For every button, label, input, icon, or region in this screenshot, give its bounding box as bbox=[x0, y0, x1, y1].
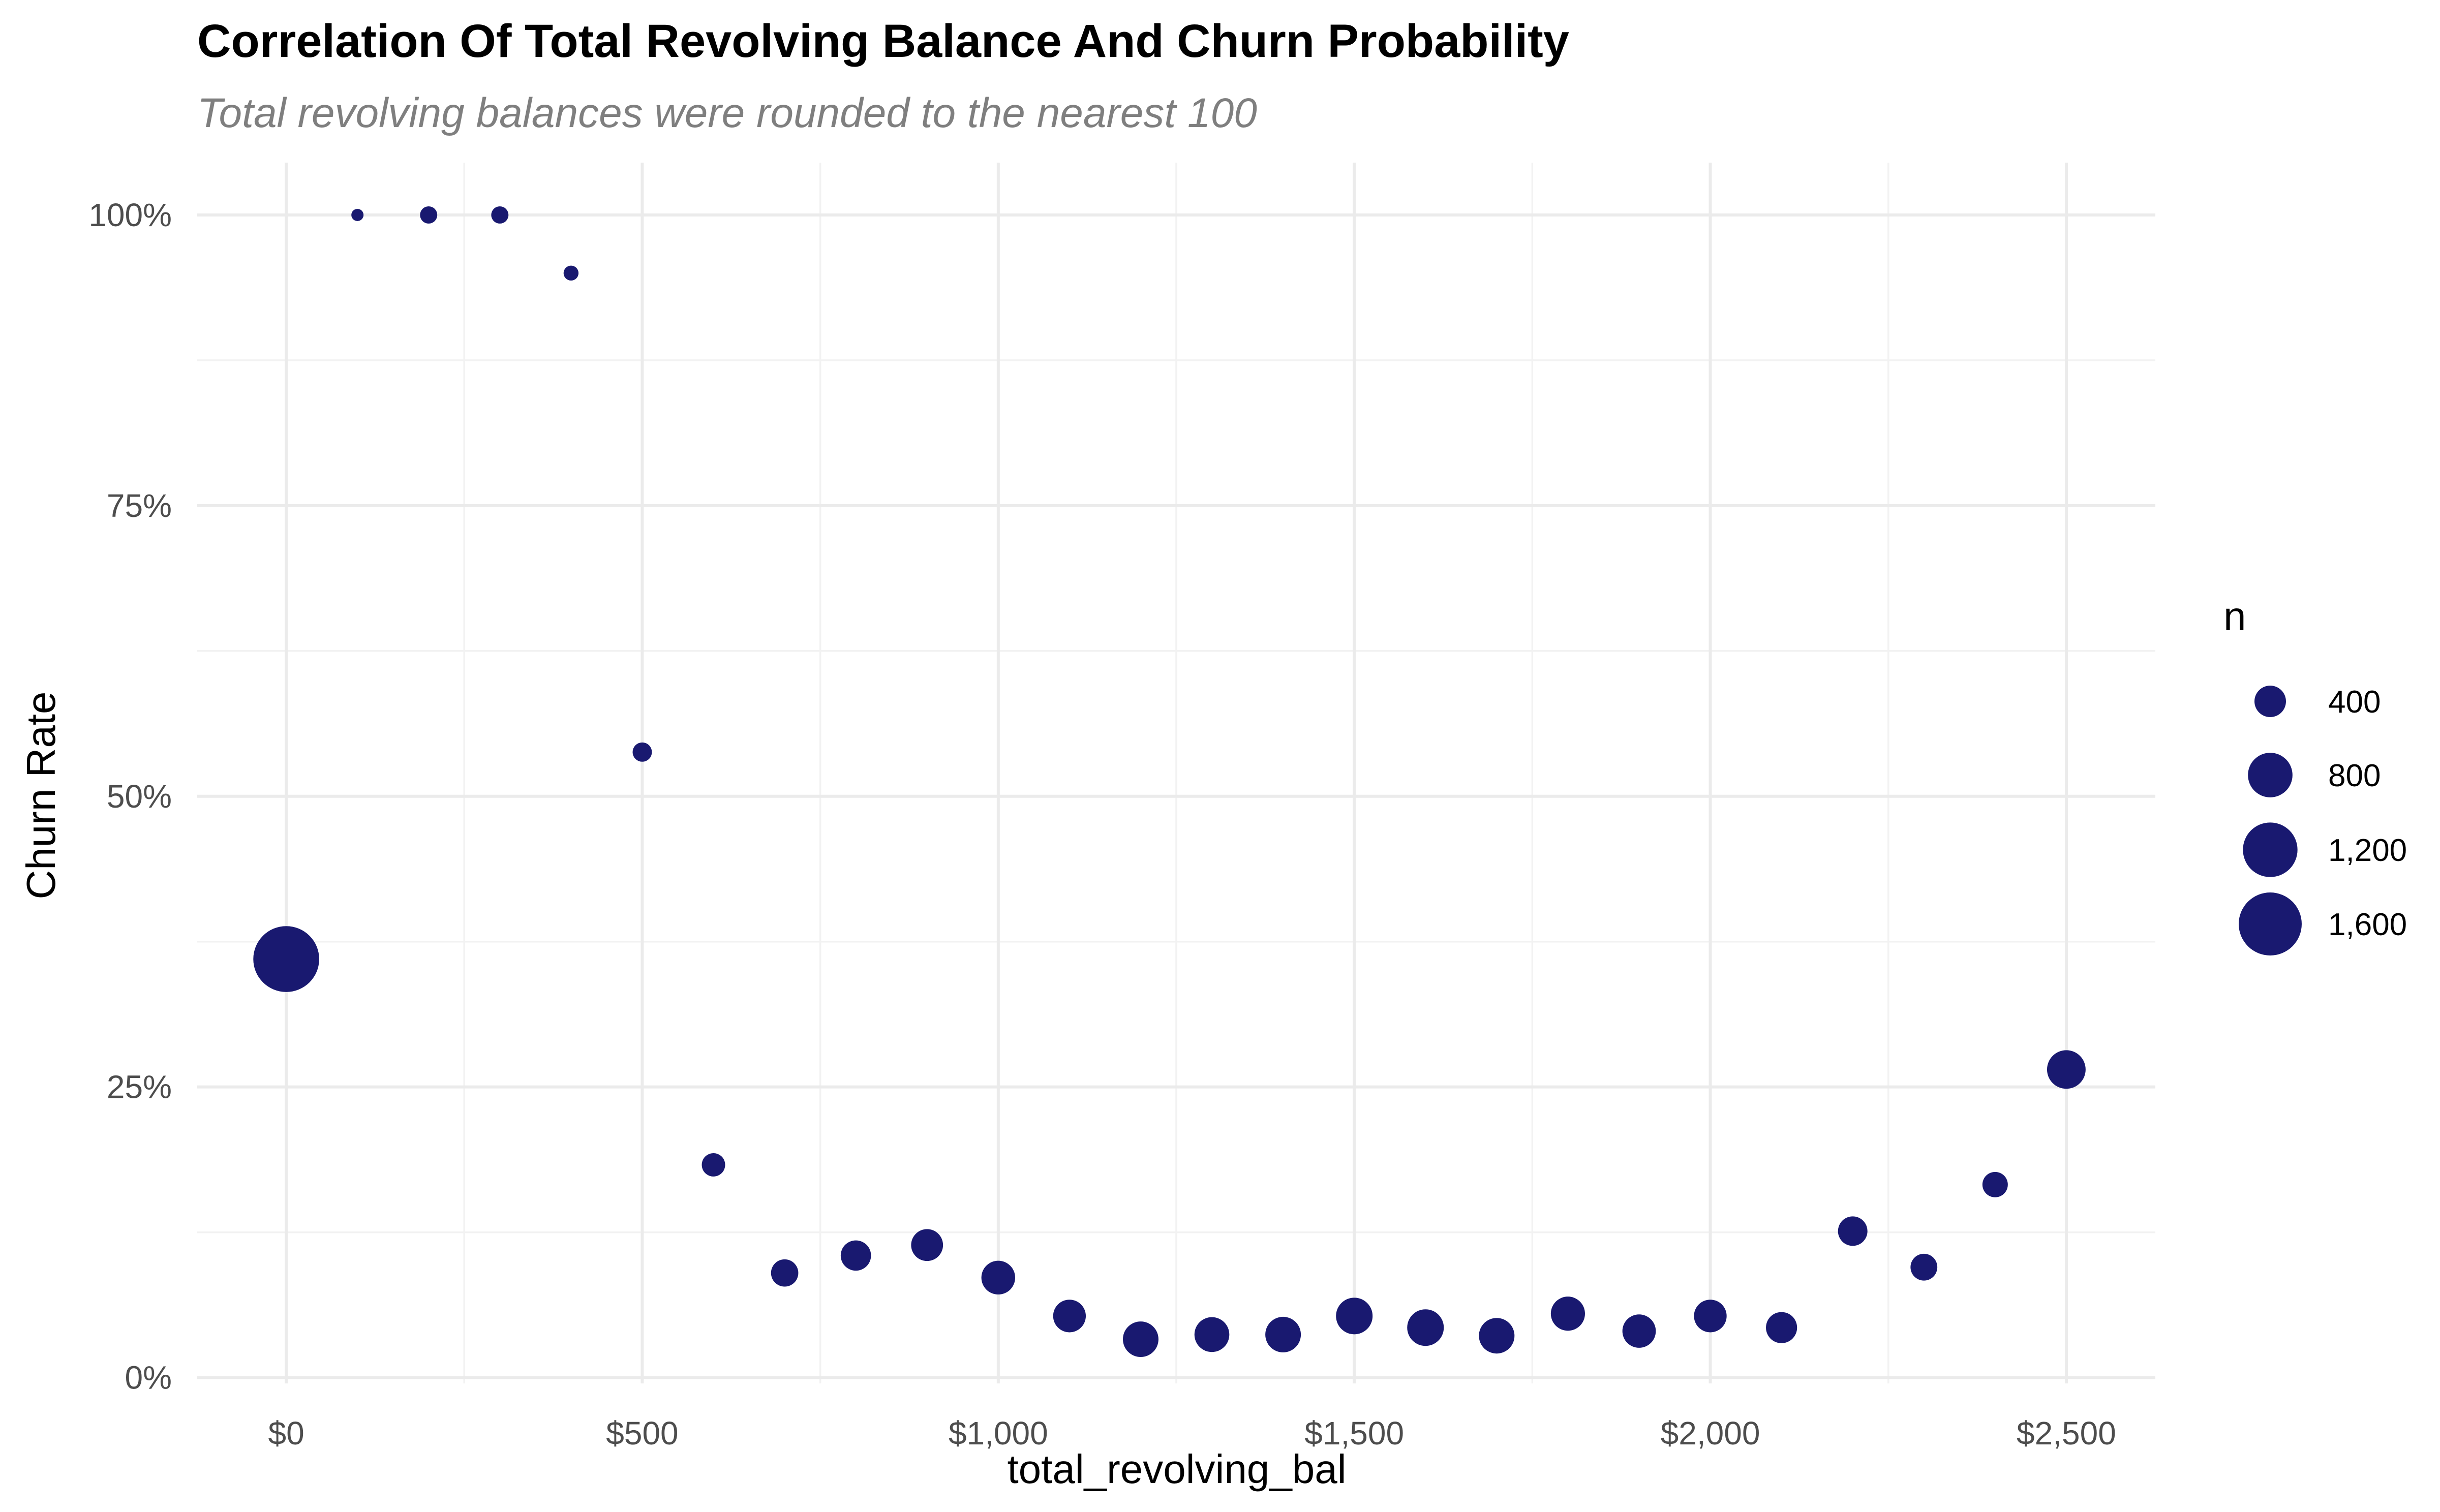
legend-title: n bbox=[2223, 594, 2246, 639]
data-point bbox=[1982, 1171, 2008, 1197]
axes: $0 $500 $1,000 $1,500 $2,000 $2,500 0% 25% 50% 7… bbox=[88, 197, 2116, 1452]
data-point bbox=[911, 1229, 943, 1261]
legend-size-key bbox=[2243, 822, 2298, 877]
data-point bbox=[1336, 1298, 1373, 1335]
data-point bbox=[1694, 1300, 1727, 1333]
legend-label: 1,200 bbox=[2328, 833, 2407, 868]
data-point bbox=[253, 926, 319, 992]
x-tick-label: $500 bbox=[606, 1415, 678, 1452]
y-axis-title: Churn Rate bbox=[18, 691, 64, 899]
x-axis-title: total_revolving_bal bbox=[1007, 1446, 1346, 1492]
size-legend: n 400 800 1,200 1,600 bbox=[2223, 594, 2407, 955]
legend-label: 1,600 bbox=[2328, 907, 2407, 942]
data-point bbox=[981, 1260, 1016, 1295]
data-point bbox=[1265, 1316, 1301, 1352]
data-point bbox=[491, 206, 509, 224]
y-tick-label: 0% bbox=[125, 1360, 172, 1396]
data-point bbox=[1479, 1318, 1515, 1354]
legend-label: 400 bbox=[2328, 685, 2381, 720]
data-point bbox=[840, 1240, 871, 1271]
data-point bbox=[1407, 1309, 1444, 1346]
data-point bbox=[1194, 1317, 1230, 1352]
x-tick-label: $0 bbox=[268, 1415, 304, 1452]
data-point bbox=[702, 1153, 725, 1177]
grid bbox=[197, 163, 2155, 1383]
data-point bbox=[420, 206, 438, 224]
y-tick-label: 25% bbox=[107, 1069, 172, 1105]
data-point bbox=[1122, 1321, 1158, 1357]
data-point bbox=[1910, 1253, 1938, 1281]
data-point bbox=[771, 1259, 799, 1287]
data-point bbox=[563, 265, 579, 281]
legend-label: 800 bbox=[2328, 758, 2381, 793]
legend-size-key bbox=[2248, 753, 2293, 797]
data-point bbox=[1838, 1216, 1868, 1246]
data-point bbox=[1766, 1312, 1797, 1343]
legend-items: 400 800 1,200 1,600 bbox=[2239, 685, 2407, 955]
chart-title: Correlation Of Total Revolving Balance A… bbox=[197, 15, 1569, 67]
data-points bbox=[253, 206, 2086, 1357]
y-axis-ticks: 0% 25% 50% 75% 100% bbox=[88, 197, 172, 1396]
data-point bbox=[632, 742, 652, 762]
legend-size-key bbox=[2239, 892, 2302, 955]
x-tick-label: $1,000 bbox=[949, 1415, 1048, 1452]
y-tick-label: 50% bbox=[107, 778, 172, 815]
y-tick-label: 75% bbox=[107, 487, 172, 524]
x-tick-label: $2,500 bbox=[2017, 1415, 2116, 1452]
x-axis-ticks: $0 $500 $1,000 $1,500 $2,000 $2,500 bbox=[268, 1415, 2116, 1452]
data-point bbox=[351, 208, 364, 221]
data-point bbox=[1550, 1297, 1585, 1331]
data-point bbox=[1622, 1314, 1656, 1348]
x-tick-label: $1,500 bbox=[1304, 1415, 1404, 1452]
x-tick-label: $2,000 bbox=[1661, 1415, 1760, 1452]
y-tick-label: 100% bbox=[88, 197, 172, 233]
data-point bbox=[2047, 1050, 2086, 1089]
legend-size-key bbox=[2254, 686, 2286, 717]
chart-subtitle: Total revolving balances were rounded to… bbox=[197, 90, 1257, 136]
data-point bbox=[1053, 1300, 1086, 1333]
